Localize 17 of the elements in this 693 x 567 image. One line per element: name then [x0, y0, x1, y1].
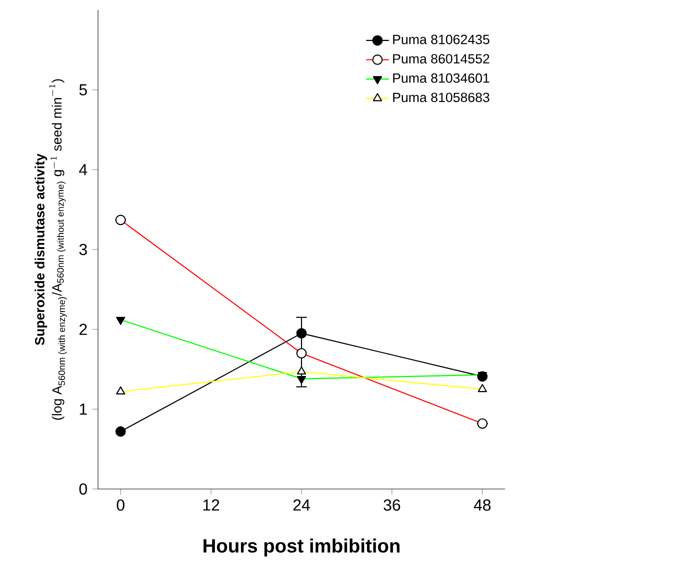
y-tick-label: 2	[80, 324, 87, 335]
x-tick-label: 36	[384, 499, 400, 511]
legend-label: Puma 86014552	[393, 54, 490, 64]
y-tick-label: 0	[79, 483, 87, 495]
legend-label: Puma 81058683	[393, 92, 490, 102]
legend-label: Puma 81034601	[393, 73, 490, 83]
x-tick-label: 12	[203, 499, 220, 511]
y-axis-title: $\begin{array}{c}\textbf{Superoxide dismutase activity}\\ \text{(log A}_{\text{560nm (with enzyme)}}\text{/A}_{\text{560nm (without enzyme)}}\text{ g}^{-1}\text{ seed min}^{-1}\text{)}\end{array}$	[34, 79, 67, 420]
y-tick-label: 1	[80, 404, 87, 415]
x-tick-label: 24	[293, 499, 310, 511]
y-tick-label: 4	[79, 164, 88, 176]
legend-label: Puma 81062435	[393, 34, 490, 44]
x-axis-title: Hours post imbibition	[204, 538, 400, 556]
x-tick-label: 48	[474, 499, 491, 511]
y-tick-label: 5	[79, 84, 87, 96]
x-tick-label: 0	[116, 499, 124, 511]
y-tick-label: 3	[79, 244, 87, 256]
